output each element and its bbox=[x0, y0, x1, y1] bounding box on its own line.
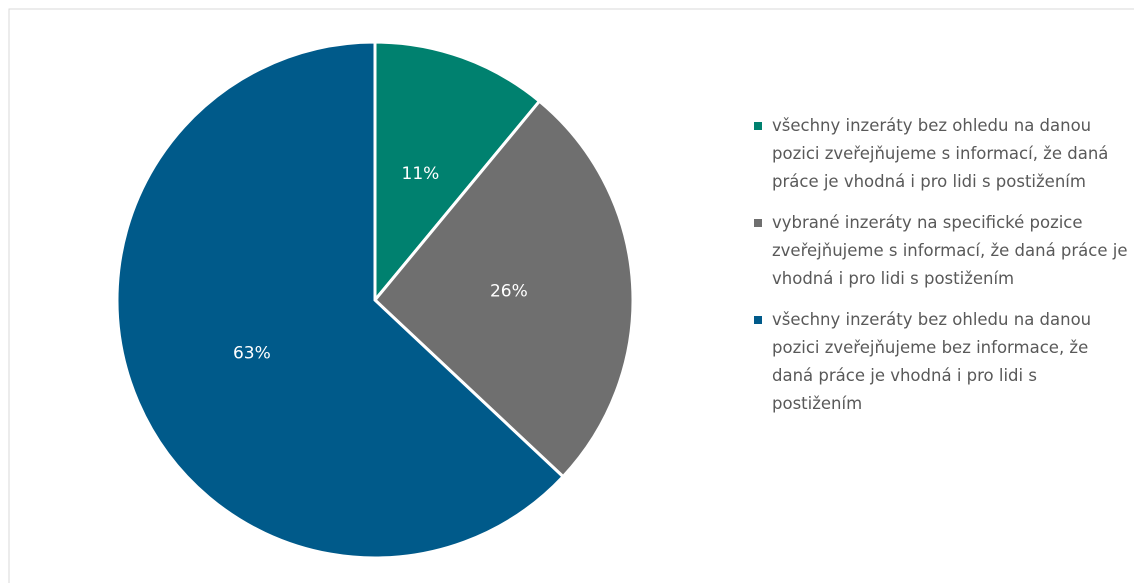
legend-label: všechny inzeráty bez ohledu na danou poz… bbox=[772, 310, 1092, 413]
legend-swatch bbox=[754, 316, 762, 324]
data-label: 26% bbox=[490, 282, 528, 302]
legend-swatch bbox=[754, 122, 762, 130]
pie-slice bbox=[373, 40, 542, 305]
data-label: 11% bbox=[402, 164, 440, 184]
legend-label: všechny inzeráty bez ohledu na danou poz… bbox=[772, 116, 1109, 191]
pie-slice bbox=[372, 99, 635, 479]
legend-item: všechny inzeráty bez ohledu na danou poz… bbox=[750, 306, 1128, 418]
data-label: 63% bbox=[233, 343, 271, 363]
legend-label: vybrané inzeráty na specifické pozice zv… bbox=[772, 213, 1128, 288]
pie-slice bbox=[115, 40, 566, 560]
legend-item: všechny inzeráty bez ohledu na danou poz… bbox=[750, 112, 1128, 196]
legend-item: vybrané inzeráty na specifické pozice zv… bbox=[750, 209, 1128, 293]
legend: všechny inzeráty bez ohledu na danou poz… bbox=[750, 112, 1128, 431]
chart-frame bbox=[8, 8, 1134, 583]
legend-swatch bbox=[754, 219, 762, 227]
